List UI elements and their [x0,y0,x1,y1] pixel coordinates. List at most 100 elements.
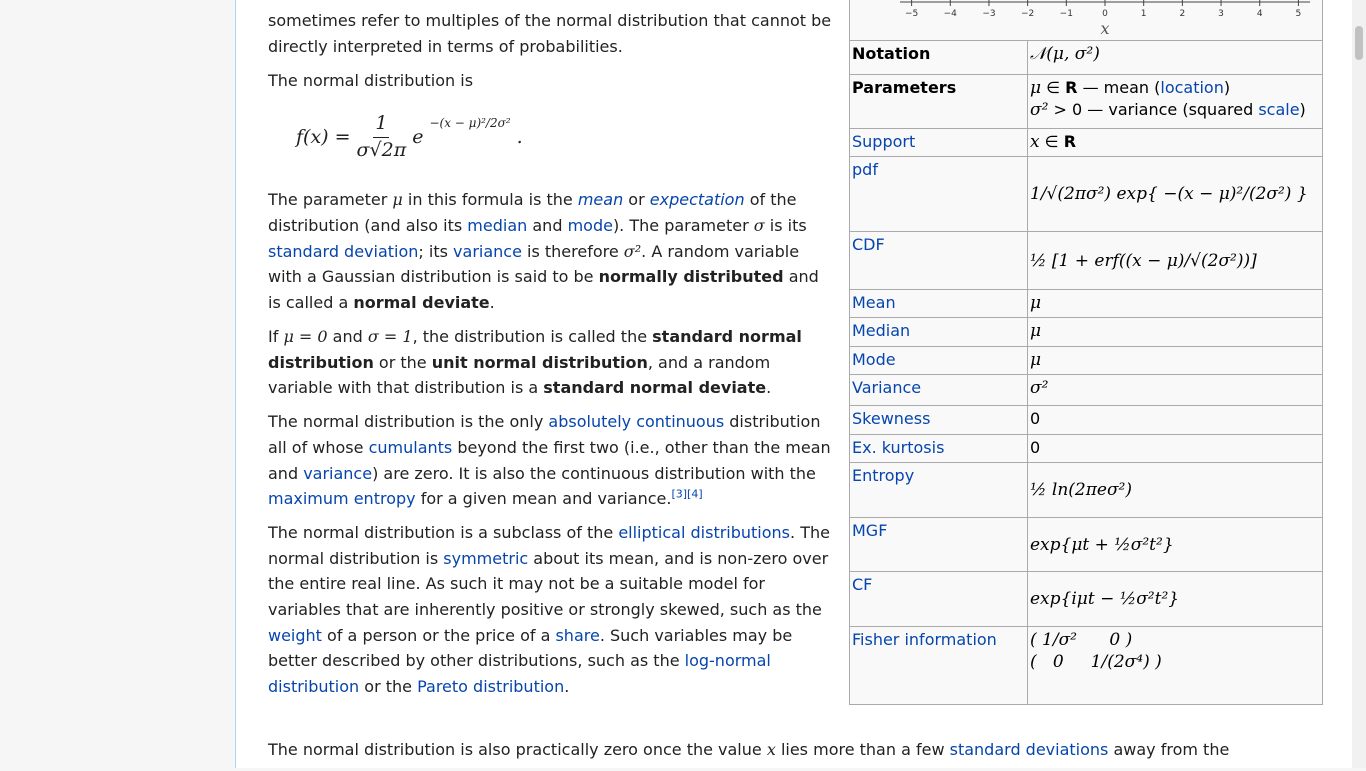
value-line: μ ∈ R — mean (location) [1030,77,1320,99]
text: ). The parameter [612,215,754,235]
axis-label: x [1100,19,1109,38]
text: away from the [1108,740,1230,759]
text: R [1063,132,1077,151]
text: μ = 0 [283,326,328,346]
text: σ² [1030,100,1049,120]
scrollbar-thumb[interactable] [1355,26,1363,60]
link[interactable]: Mode [852,350,896,369]
link[interactable]: Entropy [852,466,915,485]
link[interactable]: elliptical distributions [618,523,791,543]
link[interactable]: [3] [671,487,688,501]
text: distribution all of whose [268,412,821,457]
link[interactable]: maximum entropy [268,489,416,509]
text: lies more than a few [775,740,950,759]
text: for a given mean and variance. [415,489,672,509]
link[interactable]: weight [268,625,322,645]
link[interactable]: cumulants [368,437,453,457]
link[interactable]: scale [1258,100,1300,119]
link[interactable]: symmetric [443,548,529,568]
text: ( 0 1/(2σ⁴) ) [1030,652,1162,672]
tick-label: 0 [1102,9,1108,19]
text: ) are zero. It is also the continuous di… [372,463,816,483]
link[interactable]: pdf [852,160,878,179]
infobox-table: Notation 𝒩(μ, σ²) Parameters μ ∈ R — mean (… [850,40,1322,704]
row-label: CF [850,571,1028,627]
tick-label: 5 [1296,9,1302,19]
text: σ² [623,241,642,261]
infobox-row: CDF ½ [1 + erf((x − μ)/√(2σ²))] [850,231,1322,290]
value-line: ( 0 1/(2σ⁴) ) [1030,651,1320,673]
text: μ [1030,78,1042,98]
row-value: ½ [1 + erf((x − μ)/√(2σ²))] [1027,231,1322,290]
text: σ = 1 [367,326,413,346]
row-label: Fisher information [850,626,1028,704]
text: x [766,740,776,759]
link[interactable]: median [467,215,528,235]
link[interactable]: Ex. kurtosis [852,438,945,457]
row-label: Median [850,317,1028,347]
text: , and a random variable with that distri… [268,352,771,398]
text: μ [1030,350,1042,370]
text: and [527,215,568,235]
link[interactable]: Median [852,321,911,340]
infobox-row: Mode μ [850,346,1322,375]
infobox-row: Notation 𝒩(μ, σ²) [850,40,1322,75]
text: x [1030,132,1040,152]
link[interactable]: Variance [852,378,922,397]
link[interactable]: mode [567,215,613,235]
text: 1/√(2πσ²) exp{ −(x − μ)²/(2σ²) } [1030,184,1308,204]
link[interactable]: location [1160,78,1224,97]
value-line: ½ ln(2πeσ²) [1030,479,1320,501]
link[interactable]: log-normal distribution [268,651,771,696]
text: μ [392,190,403,210]
link[interactable]: share [555,625,600,645]
tick-label: 1 [1141,9,1147,19]
link[interactable]: CDF [852,235,885,254]
link[interactable]: Support [852,132,916,151]
row-label: Notation [850,40,1028,75]
link[interactable]: expectation [649,190,745,210]
text: and is called a [268,267,819,312]
text: in this formula is the [402,190,578,210]
text: ∈ [1041,78,1066,97]
tick-label: 2 [1179,9,1185,19]
scrollbar[interactable] [1352,0,1366,768]
denominator: σ√2π [356,138,407,161]
link[interactable]: Fisher information [852,630,997,649]
link[interactable]: Mean [852,293,896,312]
link[interactable]: standard deviation [268,241,419,261]
text: If [268,326,284,346]
infobox-row: Mean μ [850,289,1322,318]
row-value: μ [1027,289,1322,318]
link[interactable]: [4] [687,487,703,501]
text: sometimes refer to multiples of the norm… [268,11,832,56]
row-label: Mean [850,289,1028,318]
value-line: 1/√(2πσ²) exp{ −(x − μ)²/(2σ²) } [1030,183,1320,205]
value-line: σ² [1030,377,1320,399]
text: standard normal distribution [268,326,802,372]
link[interactable]: Skewness [852,409,931,428]
text: ∈ [1039,132,1064,151]
row-label: Support [850,128,1028,157]
formula: f(x) = 1 σ√2π e −(x − μ)²/2σ². [296,107,834,167]
row-label: MGF [850,517,1028,572]
link[interactable]: Pareto distribution [417,676,565,696]
link[interactable]: variance [453,241,522,261]
text: The parameter [268,190,393,210]
row-label: Entropy [850,462,1028,518]
text: 𝒩(μ, σ²) [1030,44,1100,64]
text: . Such variables may be better described… [268,625,793,671]
text: or the [373,352,432,372]
text: about its mean, and is non-zero over the… [268,548,829,620]
numerator: 1 [373,111,390,138]
link[interactable]: CF [852,575,873,594]
link[interactable]: MGF [852,521,888,540]
link[interactable]: variance [303,463,373,483]
row-label: pdf [850,156,1028,232]
link[interactable]: absolutely continuous [548,412,725,432]
link[interactable]: standard deviations [949,740,1109,759]
row-label: Ex. kurtosis [850,434,1028,463]
link[interactable]: mean [577,190,624,210]
infobox-row: Fisher information ( 1/σ² 0 )( 0 1/(2σ⁴) … [850,626,1322,704]
content: sometimes refer to multiples of the norm… [235,0,1353,768]
